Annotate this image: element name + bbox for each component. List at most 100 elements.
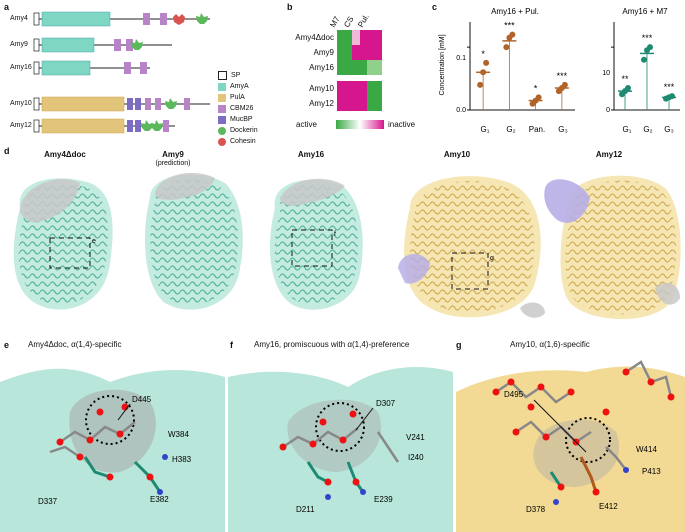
inset-label: e — [92, 238, 96, 245]
legend-entry: Cohesin — [218, 136, 278, 147]
protein-label: Amy16 — [10, 64, 32, 71]
protein-structures: e f g — [13, 173, 681, 320]
y-axis-label: Concentration [mM] — [439, 34, 446, 95]
cbm26-swatch — [218, 104, 226, 113]
legend-label: MucBP — [230, 116, 253, 123]
residue-label: D337 — [38, 497, 58, 506]
panel-f-title: Amy16, promiscuous with α(1,4)-preferenc… — [254, 340, 410, 349]
row-label: Amy9 — [313, 48, 334, 57]
panel-a-label: a — [4, 2, 10, 12]
significance-mark: *** — [557, 71, 568, 81]
residue-label: E382 — [150, 495, 169, 504]
ytick-label: 0 — [606, 107, 610, 114]
panel-g-title: Amy10, α(1,6)-specific — [510, 340, 590, 349]
amya-swatch — [218, 82, 226, 91]
heatmap-cell — [352, 60, 367, 75]
domain-legend: SP AmyA PulA CBM26 MucBP Dockerin Cohesi… — [218, 70, 278, 147]
data-point — [625, 85, 631, 91]
activity-scale-bar — [336, 120, 384, 129]
legend-label: CBM26 — [230, 105, 254, 112]
significance-mark: * — [481, 49, 485, 59]
column-label: Pul. — [356, 12, 371, 29]
legend-label: Dockerin — [230, 127, 258, 134]
data-point — [561, 81, 568, 88]
amy4-architecture — [33, 11, 210, 27]
structure-subtitle: (prediction) — [155, 160, 191, 167]
heatmap-cell — [337, 30, 352, 75]
panel-d-label: d — [4, 146, 10, 156]
residue-label: D495 — [504, 390, 524, 399]
amy10-architecture — [33, 96, 210, 112]
residue-label: V241 — [406, 433, 425, 442]
row-label: Amy12 — [309, 99, 334, 108]
residue-label: E239 — [374, 495, 393, 504]
data-point — [641, 56, 647, 63]
xtick-label: G₃ — [664, 125, 673, 134]
structure-title: Amy12 — [595, 150, 623, 159]
activity-heatmap — [337, 30, 382, 111]
pula-swatch — [218, 93, 226, 102]
inset-label: g — [490, 255, 494, 262]
protein-label: Amy12 — [10, 122, 32, 129]
residue-label: W384 — [168, 430, 189, 439]
amy16-architecture — [33, 60, 150, 76]
row-label: Amy4Δdoc — [295, 33, 334, 42]
cohesin-icon — [218, 137, 226, 146]
structure-title: Amy10 — [443, 150, 471, 159]
residue-label: I240 — [408, 453, 424, 462]
column-label: M7 — [328, 14, 342, 29]
sp-swatch — [218, 71, 227, 80]
legend-entry: Dockerin — [218, 125, 278, 136]
significance-mark: *** — [664, 82, 675, 92]
xtick-label: G₁ — [481, 125, 490, 134]
active-site-f: D307 V241 I240 E239 D211 — [228, 352, 453, 532]
scale-active-label: active — [296, 120, 317, 129]
mucbp-swatch — [218, 115, 226, 124]
chart2-title: Amy16 + M7 — [622, 7, 668, 16]
panel-e-label: e — [4, 340, 10, 350]
legend-entry: PulA — [218, 92, 278, 103]
domain-architecture — [33, 11, 210, 134]
legend-label: Cohesin — [230, 138, 256, 145]
row-label: Amy16 — [309, 63, 334, 72]
significance-mark: *** — [642, 33, 653, 43]
residue-label: D307 — [376, 399, 396, 408]
xtick-label: Pan. — [529, 125, 545, 134]
structure-title: Amy16 — [297, 150, 325, 159]
protein-label: Amy10 — [10, 100, 32, 107]
ytick-label: 10 — [602, 70, 610, 77]
inset-label: f — [334, 231, 336, 238]
data-point — [535, 94, 542, 101]
xtick-label: G₁ — [623, 125, 632, 134]
residue-label: E412 — [599, 502, 618, 511]
heatmap-cell — [352, 30, 360, 45]
chart1-title: Amy16 + Pul. — [491, 7, 539, 16]
residue-label: D211 — [296, 505, 315, 514]
significance-mark: ** — [621, 74, 629, 84]
heatmap-cell — [352, 45, 382, 60]
scale-inactive-label: inactive — [388, 120, 416, 129]
protein-label: Amy9 — [10, 41, 28, 48]
residue-label: D378 — [526, 505, 546, 514]
data-point — [669, 93, 675, 100]
data-point — [509, 31, 516, 38]
significance-mark: *** — [504, 21, 515, 31]
residue-label: D445 — [132, 395, 152, 404]
amy12-structure — [544, 175, 681, 320]
panel-c-label: c — [432, 2, 438, 12]
amy16-structure: f — [270, 178, 363, 310]
legend-entry: SP — [218, 70, 278, 81]
heatmap-cell — [337, 96, 367, 111]
heatmap-cell — [367, 60, 382, 75]
chart1-plot: ******** — [467, 21, 575, 111]
ytick-label: 0.1 — [456, 55, 466, 62]
amy10-structure: g — [398, 176, 545, 318]
panel-g-label: g — [456, 340, 462, 350]
significance-mark: * — [534, 83, 538, 93]
amy9-structure — [145, 173, 243, 310]
legend-entry: CBM26 — [218, 103, 278, 114]
panel-f-label: f — [230, 340, 233, 350]
row-label: Amy10 — [309, 84, 334, 93]
structure-title: Amy4Δdoc — [44, 150, 86, 159]
heatmap-cell — [337, 81, 367, 96]
